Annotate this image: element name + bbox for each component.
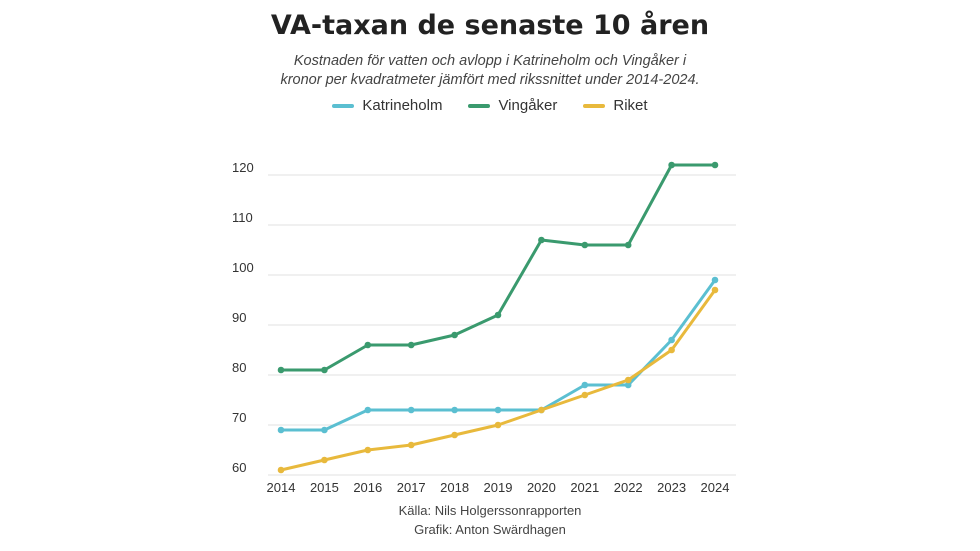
legend-label-vingaker: Vingåker bbox=[498, 97, 558, 114]
data-point-vingaker-2021 bbox=[581, 241, 589, 249]
y-tick-label-60: 60 bbox=[232, 460, 246, 475]
legend-label-katrineholm: Katrineholm bbox=[362, 97, 443, 114]
data-point-vingaker-2022 bbox=[624, 241, 632, 249]
legend-item-riket: Riket bbox=[583, 97, 648, 114]
y-tick-label-70: 70 bbox=[232, 410, 246, 425]
data-point-riket-2021 bbox=[581, 391, 589, 399]
data-point-katrineholm-2023 bbox=[668, 336, 675, 344]
chart-legend: Katrineholm Vingåker Riket bbox=[0, 97, 980, 114]
data-point-katrineholm-2015 bbox=[321, 426, 328, 434]
legend-swatch-riket bbox=[583, 103, 606, 108]
data-point-riket-2022 bbox=[624, 376, 632, 384]
x-tick-label-2019: 2019 bbox=[484, 480, 513, 495]
chart-subtitle-line-1: Kostnaden för vatten och avlopp i Katrin… bbox=[293, 53, 687, 69]
data-point-vingaker-2024 bbox=[711, 161, 719, 169]
y-tick-label-100: 100 bbox=[232, 260, 254, 275]
data-point-katrineholm-2018 bbox=[451, 406, 458, 414]
y-tick-label-110: 110 bbox=[232, 210, 253, 225]
x-tick-label-2016: 2016 bbox=[353, 480, 382, 495]
legend-label-riket: Riket bbox=[613, 97, 648, 114]
data-point-katrineholm-2016 bbox=[364, 406, 372, 414]
legend-swatch-katrineholm bbox=[332, 103, 355, 108]
data-point-katrineholm-2021 bbox=[581, 381, 589, 389]
x-tick-label-2022: 2022 bbox=[614, 480, 643, 495]
legend-item-katrineholm: Katrineholm bbox=[332, 97, 442, 114]
data-point-riket-2015 bbox=[321, 456, 328, 464]
data-point-katrineholm-2014 bbox=[277, 426, 285, 434]
x-tick-label-2017: 2017 bbox=[397, 480, 426, 495]
data-point-riket-2023 bbox=[668, 346, 675, 354]
data-point-riket-2020 bbox=[538, 406, 545, 414]
data-point-riket-2016 bbox=[364, 446, 372, 454]
chart-title: VA-taxan de senaste 10 åren bbox=[270, 10, 710, 41]
data-point-vingaker-2019 bbox=[494, 311, 502, 319]
legend-swatch-vingaker bbox=[468, 103, 491, 108]
data-point-vingaker-2017 bbox=[407, 341, 415, 349]
x-tick-label-2023: 2023 bbox=[657, 480, 686, 495]
data-point-vingaker-2016 bbox=[364, 341, 372, 349]
x-tick-label-2014: 2014 bbox=[267, 480, 296, 495]
data-point-katrineholm-2022 bbox=[624, 381, 632, 389]
data-point-vingaker-2020 bbox=[538, 236, 545, 244]
y-tick-label-80: 80 bbox=[232, 360, 246, 375]
x-tick-label-2015: 2015 bbox=[310, 480, 339, 495]
data-point-riket-2024 bbox=[711, 286, 719, 294]
data-point-katrineholm-2019 bbox=[494, 406, 502, 414]
data-point-vingaker-2014 bbox=[277, 366, 285, 374]
graphic-credit: Grafik: Anton Swärdhagen bbox=[414, 522, 566, 537]
data-point-katrineholm-2024 bbox=[711, 276, 719, 284]
legend-item-vingaker: Vingåker bbox=[468, 97, 557, 114]
x-tick-label-2021: 2021 bbox=[570, 480, 599, 495]
x-tick-label-2024: 2024 bbox=[701, 480, 730, 495]
x-tick-label-2020: 2020 bbox=[527, 480, 556, 495]
data-point-riket-2014 bbox=[277, 466, 285, 474]
data-point-riket-2019 bbox=[494, 421, 502, 429]
y-tick-label-90: 90 bbox=[232, 310, 246, 325]
data-point-riket-2018 bbox=[451, 431, 458, 439]
data-point-katrineholm-2017 bbox=[407, 406, 415, 414]
data-point-vingaker-2023 bbox=[668, 161, 675, 169]
data-point-vingaker-2015 bbox=[321, 366, 328, 374]
y-tick-label-120: 120 bbox=[232, 160, 254, 175]
source-credit: Källa: Nils Holgerssonrapporten bbox=[398, 503, 582, 518]
x-tick-label-2018: 2018 bbox=[440, 480, 469, 495]
series-line-vingaker bbox=[279, 163, 717, 372]
data-point-vingaker-2018 bbox=[451, 331, 458, 339]
data-point-riket-2017 bbox=[407, 441, 415, 449]
chart-subtitle-line-2: kronor per kvadratmeter jämfört med riks… bbox=[280, 72, 700, 88]
